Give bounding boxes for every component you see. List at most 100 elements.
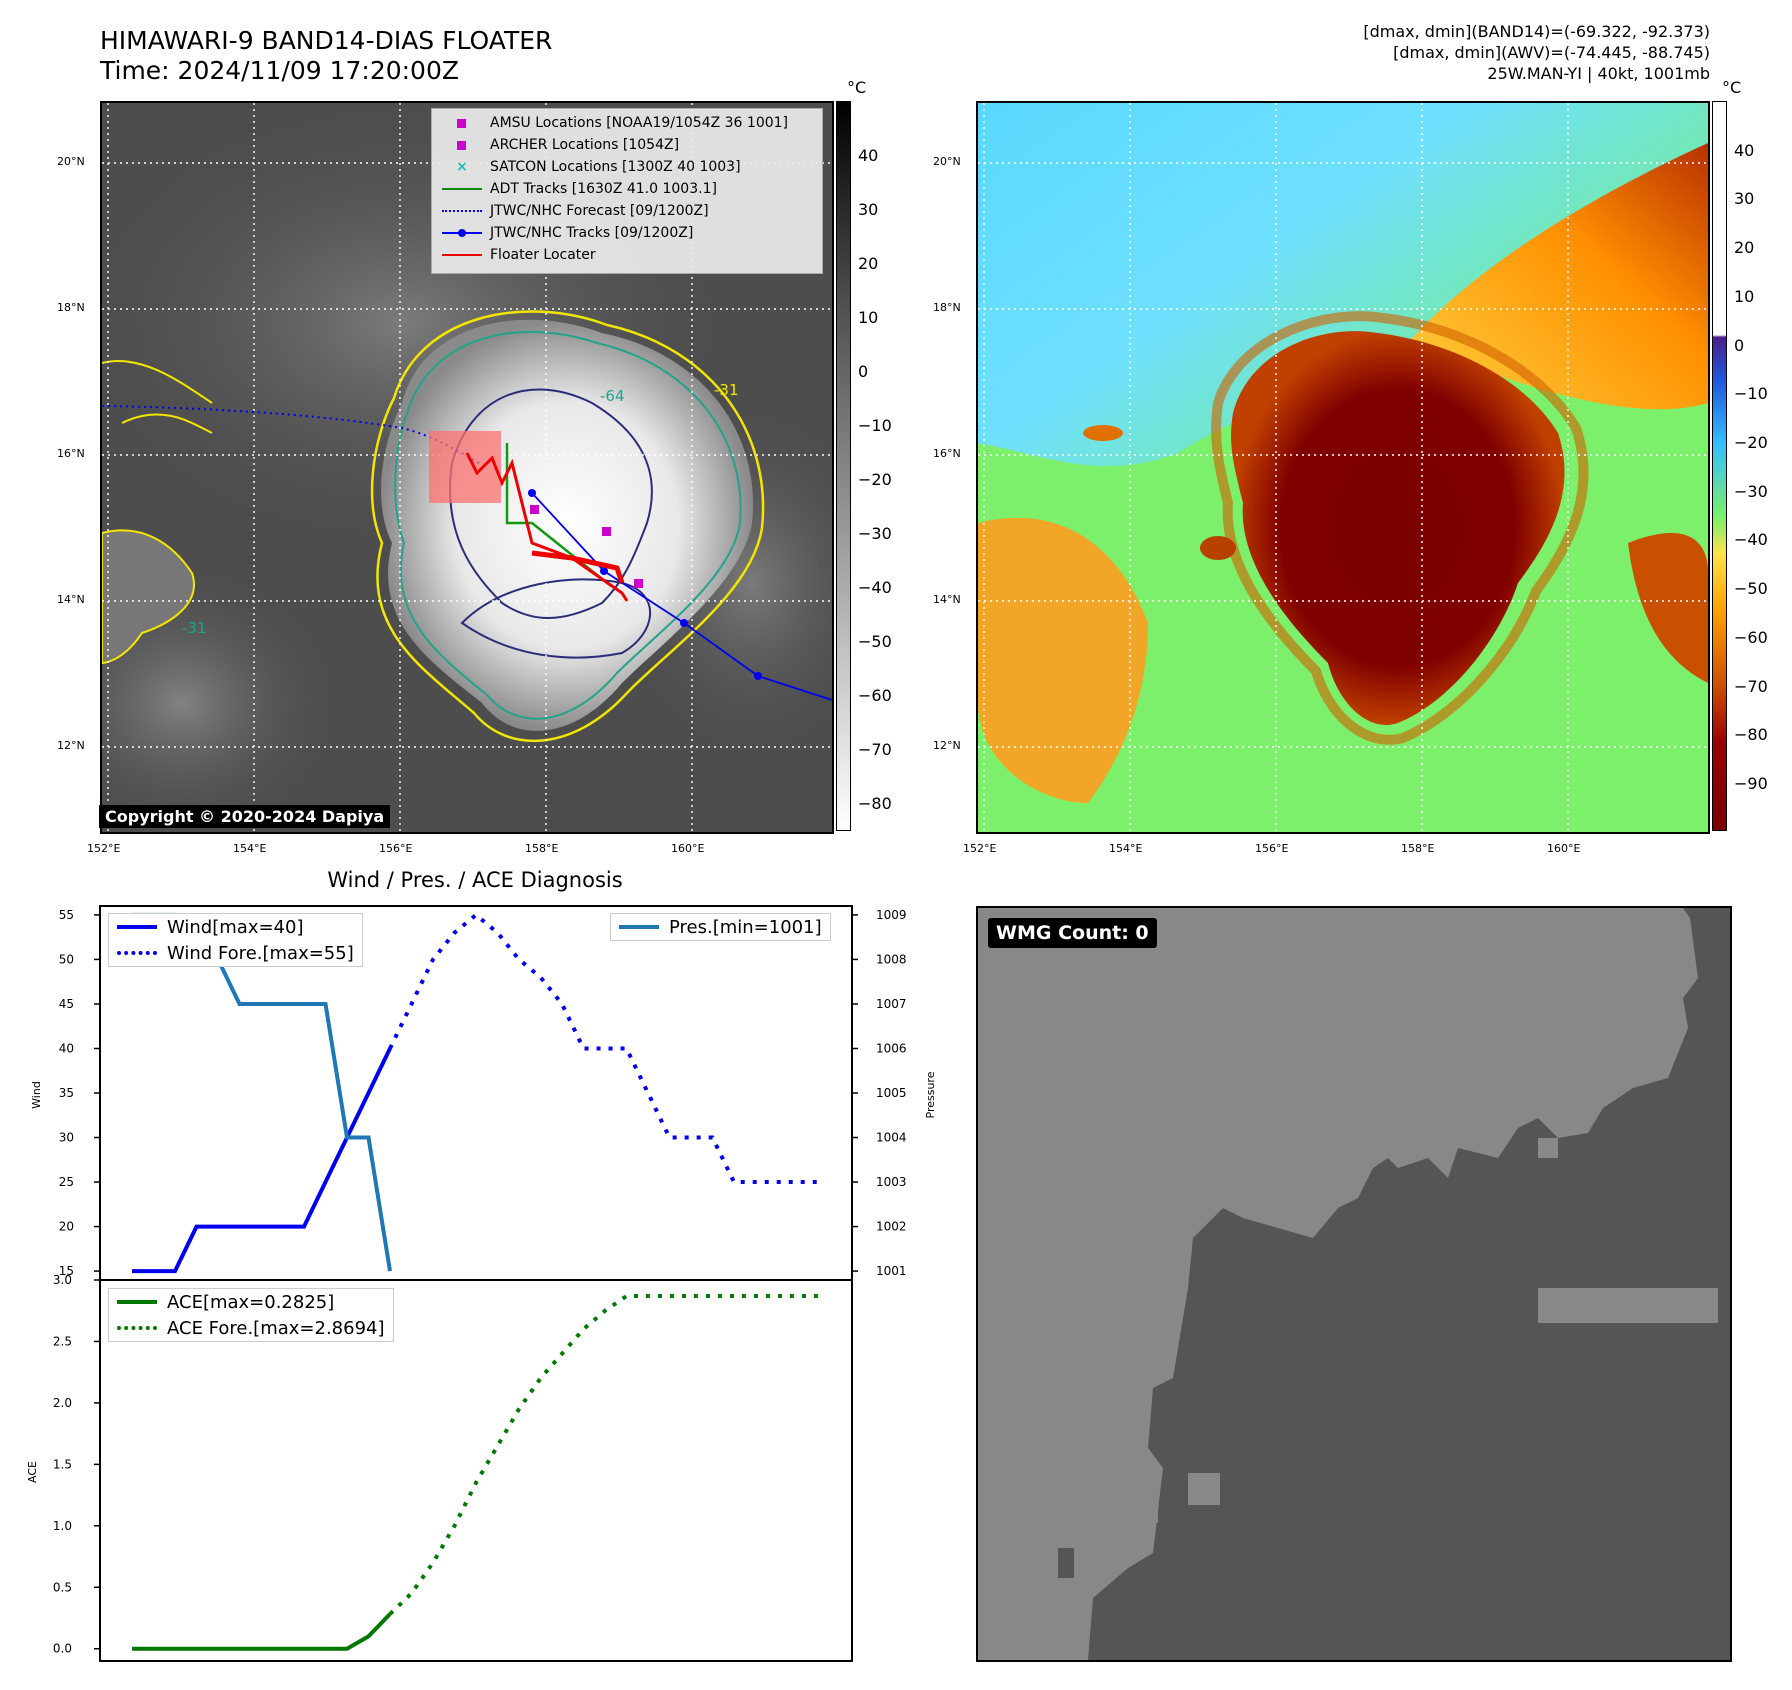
lon-label-154e-right: 154°E [1109, 842, 1143, 855]
ir-tick: −80 [858, 794, 892, 813]
enh-tick: −30 [1734, 482, 1768, 501]
color-map-panel [976, 101, 1710, 834]
legend-ace-fore: ACE Fore.[max=2.8694] [167, 1317, 385, 1339]
pressure-axis-label: Pressure [924, 1071, 937, 1118]
cell-small [1200, 536, 1236, 560]
series-line-2 [132, 912, 392, 1272]
wind-tick-label: 15 [59, 1264, 74, 1278]
legend-adt: ADT Tracks [1630Z 41.0 1003.1] [490, 181, 717, 197]
wind-legend: Wind[max=40] Wind Fore.[max=55] [108, 913, 363, 967]
legend-amsu: AMSU Locations [NOAA19/1054Z 36 1001] [490, 115, 789, 131]
ace-series-line-0 [132, 1612, 392, 1651]
legend-ace: ACE[max=0.2825] [167, 1291, 335, 1313]
ace-legend: ACE[max=0.2825] ACE Fore.[max=2.8694] [108, 1288, 394, 1342]
info-storm: 25W.MAN-YI | 40kt, 1001mb [1487, 64, 1710, 83]
wmg-panel [976, 906, 1732, 1662]
wmg-grid-svg [1058, 908, 1730, 1660]
jtwc-forecast-track [102, 405, 483, 466]
ace-series-line-1 [388, 1294, 820, 1616]
contour-navy-south [460, 578, 652, 659]
series-line-0 [132, 1047, 392, 1274]
legend-jtwc-forecast: JTWC/NHC Forecast [09/1200Z] [490, 203, 709, 219]
pres-tick-label: 1001 [876, 1264, 907, 1278]
cloud-haze-sw [102, 563, 342, 832]
pres-tick-label: 1008 [876, 952, 907, 966]
ir-colorbar [836, 101, 851, 831]
legend-jtwc-tracks: JTWC/NHC Tracks [09/1200Z] [490, 225, 694, 241]
cloud-southwest [978, 517, 1148, 803]
wind-tick-label: 25 [59, 1175, 74, 1189]
ir-tick: 20 [858, 254, 879, 273]
enh-tick: 10 [1734, 287, 1755, 306]
legend-archer: ARCHER Locations [1054Z] [490, 137, 680, 153]
lat-label-16n: 16°N [57, 447, 85, 460]
lat-label-12n-right: 12°N [933, 739, 961, 752]
wind-ticks: 15 20 25 30 35 40 45 50 55 [59, 908, 100, 1278]
ace-tick-label: 0.0 [53, 1642, 72, 1656]
lon-label-158e-right: 158°E [1401, 842, 1435, 855]
wind-tick-label: 20 [59, 1220, 74, 1234]
enh-tick: 0 [1734, 336, 1745, 355]
pressure-ticks: 1001 1002 1003 1004 1005 1006 1007 1008 1009 [852, 908, 907, 1278]
wind-tick-label: 40 [59, 1041, 74, 1055]
ir-tick: −60 [858, 686, 892, 705]
wmg-light-block [1538, 1288, 1718, 1323]
lon-label-158e: 158°E [525, 842, 559, 855]
pres-tick-label: 1003 [876, 1175, 907, 1189]
pres-tick-label: 1007 [876, 997, 907, 1011]
contour-label-2: -64 [600, 387, 625, 405]
ace-ticks: 0.0 0.5 1.0 1.5 2.0 2.5 3.0 [53, 1273, 100, 1656]
main-title: HIMAWARI-9 BAND14-DIAS FLOATER [100, 26, 553, 55]
diagnosis-title: Wind / Pres. / ACE Diagnosis [327, 868, 622, 892]
contour-navy [449, 388, 653, 619]
ace-tick-label: 2.0 [53, 1396, 72, 1410]
jtwc-track-points [528, 489, 762, 680]
legend-floater: Floater Locater [490, 247, 596, 263]
floater-locater-cluster [531, 550, 625, 584]
ir-tick: −10 [858, 416, 892, 435]
clear-sky-region [978, 103, 1708, 466]
wmg-dark-cell [1058, 1548, 1074, 1578]
lat-label-18n-right: 18°N [933, 301, 961, 314]
enh-tick: −20 [1734, 433, 1768, 452]
lon-label-156e-right: 156°E [1255, 842, 1289, 855]
wind-tick-label: 50 [59, 952, 74, 966]
enh-tick: −70 [1734, 677, 1768, 696]
wmg-light-block-3 [1128, 1483, 1158, 1523]
lat-label-20n: 20°N [57, 155, 85, 168]
lon-label-160e-right: 160°E [1547, 842, 1581, 855]
wind-tick-label: 30 [59, 1131, 74, 1145]
copyright-label: Copyright © 2020-2024 Dapiya [99, 805, 391, 828]
info-awv: [dmax, dmin](AWV)=(-74.445, -88.745) [1393, 43, 1710, 62]
ir-tick: 10 [858, 308, 879, 327]
cloud-west-bands [102, 360, 213, 434]
ace-lines [132, 1294, 820, 1651]
pres-tick-label: 1006 [876, 1041, 907, 1055]
color-map-gridlines [978, 103, 1708, 832]
enh-tick: −90 [1734, 774, 1768, 793]
series-line-1 [388, 912, 820, 1185]
pres-tick-label: 1009 [876, 908, 907, 922]
lon-label-152e: 152°E [87, 842, 121, 855]
lat-label-20n-right: 20°N [933, 155, 961, 168]
wmg-dark-region [1088, 908, 1730, 1660]
time-label: Time: 2024/11/09 17:20:00Z [100, 56, 459, 85]
legend-satcon: SATCON Locations [1300Z 40 1003] [490, 159, 741, 175]
enh-tick: 20 [1734, 238, 1755, 257]
ir-tick: −70 [858, 740, 892, 759]
wind-tick-label: 45 [59, 997, 74, 1011]
lon-label-160e: 160°E [671, 842, 705, 855]
ir-tick: −20 [858, 470, 892, 489]
ir-tick: −30 [858, 524, 892, 543]
ir-colorbar-unit: °C [847, 78, 867, 97]
ace-tick-label: 0.5 [53, 1580, 72, 1594]
core-edge [1211, 311, 1589, 745]
contour-label-1: -31 [714, 381, 739, 399]
enh-tick: −80 [1734, 725, 1768, 744]
cell-west [1083, 425, 1123, 441]
ir-tick: 0 [858, 362, 869, 381]
enhanced-colorbar-unit: °C [1722, 78, 1742, 97]
wmg-count-badge: WMG Count: 0 [988, 918, 1157, 948]
legend-wind: Wind[max=40] [167, 916, 304, 938]
wmg-light-block-2 [1188, 1473, 1220, 1505]
